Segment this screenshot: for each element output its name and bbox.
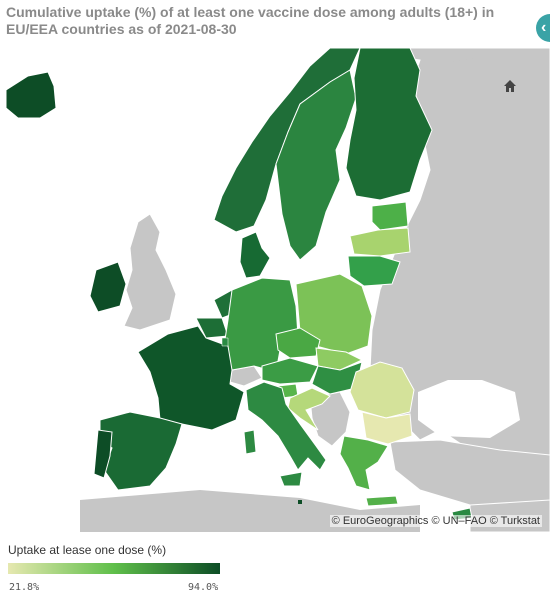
country-lithuania — [347, 255, 401, 287]
country-portugal — [93, 429, 113, 479]
chart-title: Cumulative uptake (%) of at least one va… — [6, 4, 495, 37]
country-austria — [261, 357, 319, 385]
great-britain — [123, 213, 177, 331]
sidebar-toggle-icon[interactable]: ‹ — [536, 14, 550, 42]
country-finland — [345, 48, 433, 201]
country-iceland — [5, 71, 57, 119]
svalbard-islands — [450, 58, 490, 80]
turkey — [389, 439, 550, 506]
country-sardinia — [243, 429, 257, 455]
country-denmark — [239, 231, 271, 279]
country-sweden — [275, 69, 357, 261]
country-romania — [349, 361, 415, 419]
legend-title: Uptake at lease one dose (%) — [8, 543, 167, 557]
legend-min-label: 21.8% — [9, 582, 40, 593]
country-slovakia — [315, 347, 364, 371]
country-croatia — [287, 387, 331, 431]
country-france — [137, 325, 245, 431]
legend-color-ramp — [8, 563, 220, 574]
country-ireland — [89, 261, 127, 313]
country-norway — [213, 48, 361, 233]
country-czechia — [275, 327, 321, 359]
country-malta — [298, 500, 302, 504]
country-italy — [245, 381, 327, 471]
home-icon[interactable] — [502, 78, 518, 94]
country-latvia — [349, 227, 411, 257]
legend-max-label: 94.0% — [188, 582, 219, 593]
country-greece — [339, 435, 389, 491]
choropleth-map[interactable] — [0, 48, 550, 532]
country-crete — [365, 495, 399, 507]
country-estonia — [371, 201, 409, 231]
map-attribution: © EuroGeographics © UN–FAO © Turkstat — [329, 515, 542, 527]
country-sicily — [279, 471, 303, 487]
country-luxembourg — [221, 337, 229, 347]
country-bulgaria — [361, 411, 413, 445]
black-sea — [418, 380, 520, 438]
